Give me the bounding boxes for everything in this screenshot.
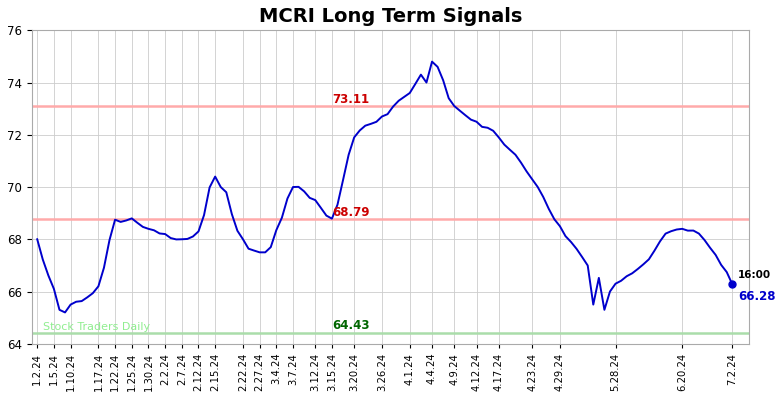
Text: 73.11: 73.11 [332, 93, 369, 105]
Text: 68.79: 68.79 [332, 205, 369, 219]
Text: 64.43: 64.43 [332, 320, 369, 332]
Text: 16:00: 16:00 [738, 270, 771, 280]
Text: 66.28: 66.28 [738, 290, 775, 303]
Text: Stock Traders Daily: Stock Traders Daily [43, 322, 150, 332]
Title: MCRI Long Term Signals: MCRI Long Term Signals [259, 7, 522, 26]
